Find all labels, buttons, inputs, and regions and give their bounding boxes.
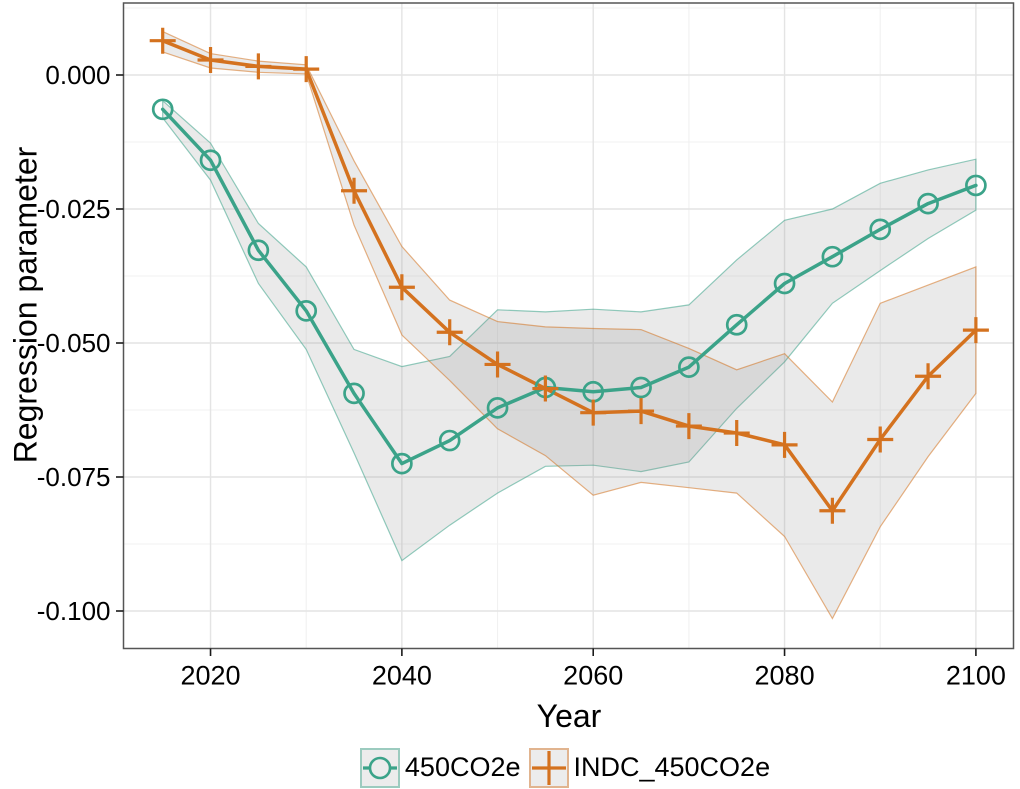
x-tick-label: 2080 [755,661,815,691]
legend-label-450co2e: 450CO2e [404,752,521,782]
marker-circle-450co2e [725,313,748,336]
marker-plus-indc_450co2e [388,274,415,301]
marker-plus-indc_450co2e [197,46,224,73]
marker-circle-450co2e [678,356,700,378]
marker-circle-450co2e [965,174,987,197]
marker-plus-indc_450co2e [245,53,272,80]
plot-svg: 0.000 -0.025 -0.050 -0.075 -0.100 2020 2040 206… [37,2,1015,691]
y-tick-label: -0.075 [37,462,111,492]
panel-background [123,3,1014,649]
marker-circle-450co2e [199,149,222,172]
x-tick-label: 2100 [946,661,1006,691]
marker-plus-indc_450co2e [580,399,607,426]
y-tick-label: -0.025 [37,194,111,224]
marker-plus-indc_450co2e [771,431,798,458]
marker-plus-indc_450co2e [962,317,989,344]
marker-circle-450co2e [821,245,844,268]
marker-plus-indc_450co2e [628,398,655,425]
ribbon-450co2e [162,99,977,562]
marker-plus-indc_450co2e [341,177,368,204]
legend-marker-plus-icon [531,750,566,785]
x-tick-label: 2040 [372,661,432,691]
marker-circle-450co2e [869,218,892,241]
marker-plus-indc_450co2e [819,497,846,524]
y-tick-label: 0.000 [45,60,110,90]
marker-circle-450co2e [438,429,461,452]
legend-key-450co2e [359,747,400,788]
marker-plus-indc_450co2e [532,375,559,402]
marker-plus-indc_450co2e [484,351,511,378]
legend: 450CO2e INDC_450CO2e [0,746,1020,789]
marker-plus-indc_450co2e [436,319,463,346]
y-tick-label: -0.050 [37,328,111,358]
legend-marker-circle-icon [362,756,397,779]
marker-circle-450co2e [151,98,174,121]
marker-plus-indc_450co2e [915,363,942,390]
marker-circle-450co2e [486,397,509,419]
marker-circle-450co2e [247,239,270,262]
legend-label-indc-450co2e: INDC_450CO2e [573,752,771,782]
marker-plus-indc_450co2e [723,420,750,447]
x-axis-title: Year [536,698,602,734]
marker-plus-indc_450co2e [867,426,894,453]
legend-item-450co2e: 450CO2e [359,747,529,788]
marker-circle-450co2e [343,382,365,405]
marker-circle-450co2e [773,272,796,295]
ribbon-indc_450co2e [162,30,977,620]
marker-plus-indc_450co2e [675,413,702,440]
legend-key-indc-450co2e [528,747,569,788]
x-tick-label: 2060 [563,661,623,691]
marker-circle-450co2e [917,192,939,215]
marker-circle-450co2e [391,452,413,475]
y-axis-title: Regression parameter [7,146,44,464]
marker-circle-450co2e [630,376,652,399]
panel-border [122,2,1015,650]
marker-plus-indc_450co2e [149,27,176,54]
y-tick-label: -0.100 [37,596,111,626]
marker-circle-450co2e [295,299,318,322]
legend-item-indc-450co2e: INDC_450CO2e [528,747,779,788]
marker-plus-indc_450co2e [293,56,320,83]
x-tick-label: 2020 [180,661,240,691]
